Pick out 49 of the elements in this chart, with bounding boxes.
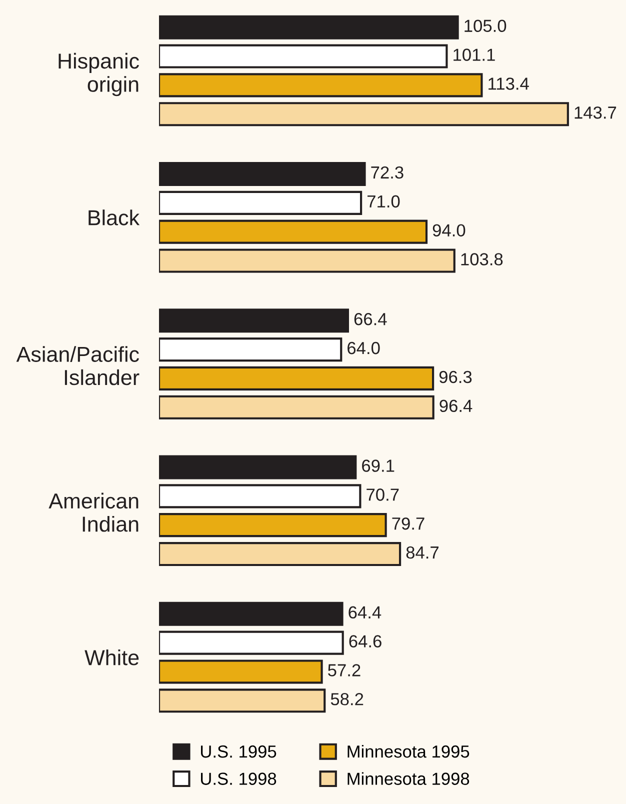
data-label: 66.4: [354, 312, 387, 326]
data-label: 64.0: [348, 342, 380, 354]
bar: [159, 542, 402, 566]
y-tick-label: White: [84, 649, 139, 666]
legend-label: U.S. 1995: [201, 745, 276, 758]
bar: [159, 455, 357, 480]
bar: [159, 630, 344, 655]
y-tick-label: Hispanic origin: [58, 52, 139, 96]
bar: [159, 44, 448, 68]
bar: [159, 513, 387, 538]
data-label: 143.7: [574, 106, 616, 119]
data-label: 64.6: [349, 635, 382, 648]
bar: [159, 484, 362, 508]
data-label: 64.4: [348, 606, 382, 619]
bar: [159, 395, 434, 420]
bar: [159, 602, 344, 626]
data-label: 57.2: [328, 664, 360, 676]
bar: [159, 73, 483, 98]
bar: [159, 308, 349, 333]
bar: [159, 15, 459, 40]
data-label: 96.3: [439, 370, 472, 384]
bar: [159, 338, 342, 362]
data-label: 70.7: [366, 488, 399, 501]
data-label: 101.1: [454, 48, 495, 61]
bar: [159, 102, 569, 126]
y-tick-label: Asian/Pacific Islander: [16, 346, 140, 386]
bar: [159, 660, 323, 684]
y-tick-label: Black: [88, 210, 140, 226]
data-label: 79.7: [392, 517, 424, 530]
legend-label: Minnesota 1995: [348, 744, 470, 758]
data-label: 69.1: [362, 460, 394, 472]
legend-label: Minnesota 1998: [348, 772, 470, 785]
data-label: 96.4: [440, 400, 472, 412]
data-label: 113.4: [488, 78, 529, 90]
data-label: 103.8: [461, 253, 503, 266]
data-label: 94.0: [432, 224, 466, 236]
data-label: 72.3: [371, 166, 404, 179]
data-label: 105.0: [464, 20, 506, 32]
bar: [159, 248, 456, 273]
data-label: 58.2: [330, 693, 364, 706]
y-tick-label: American Indian: [48, 492, 138, 532]
bar: [159, 190, 362, 215]
data-label: 84.7: [406, 546, 439, 559]
bar: [159, 162, 366, 186]
bar: [159, 220, 428, 244]
legend-label: U.S. 1998: [201, 772, 276, 785]
bar: [159, 688, 326, 713]
bar: [159, 366, 434, 390]
data-label: 71.0: [367, 195, 400, 208]
